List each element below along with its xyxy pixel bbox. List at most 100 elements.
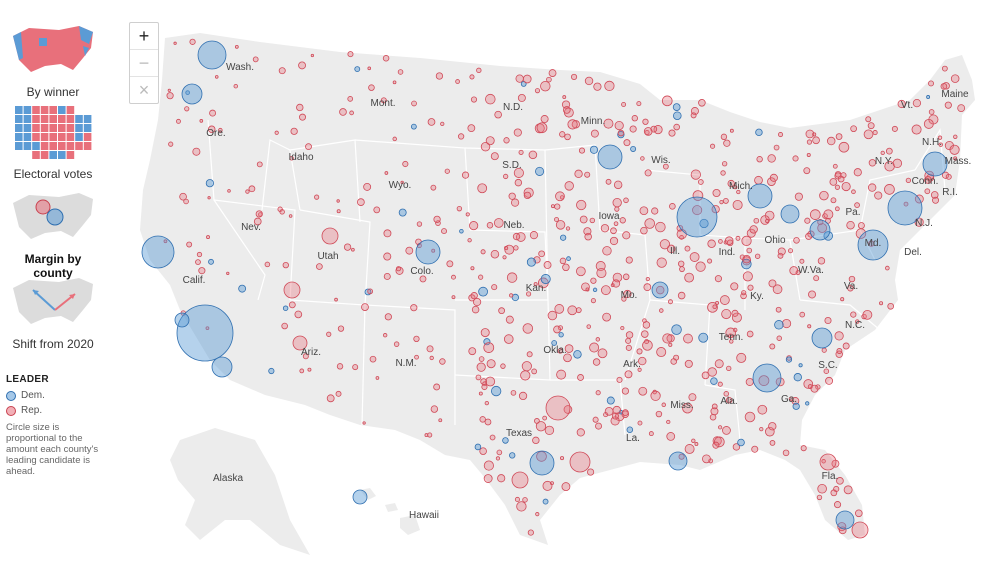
rep-county-bubble [517,94,526,102]
rep-county-bubble [879,301,884,306]
rep-county-bubble [678,453,685,460]
rep-county-bubble [736,352,747,363]
zoom-in-button[interactable]: + [130,23,158,50]
rep-county-bubble [765,219,770,224]
state-label: Hawaii [409,510,439,521]
rep-county-bubble [199,119,204,123]
rep-county-bubble [639,206,649,216]
state-label: Mo. [621,290,638,301]
state-label: N.C. [845,320,865,331]
rep-county-bubble [253,217,262,226]
rep-county-bubble [195,259,201,266]
rep-county-bubble [382,55,390,62]
state-label: Wash. [226,62,254,73]
reset-zoom-button[interactable]: × [138,80,150,100]
rep-county-bubble [384,171,389,175]
rep-county-bubble [667,299,673,305]
rep-county-bubble [760,215,770,225]
alaska-shape [170,428,310,555]
rep-county-bubble [683,333,693,344]
rep-county-bubble [773,144,780,151]
state-label: Calif. [183,275,206,286]
rep-county-bubble [788,248,793,254]
rep-county-bubble [542,480,553,491]
rep-county-bubble [666,432,676,441]
rep-county-bubble [166,92,174,100]
rep-county-bubble [546,76,552,83]
rep-county-bubble [367,66,372,71]
rep-county-bubble [581,282,590,292]
rep-county-bubble [697,179,704,185]
state-label: La. [626,433,640,444]
state-label: Md. [865,238,882,249]
rep-county-bubble [625,337,632,344]
state-label: Ariz. [301,347,321,358]
rep-county-bubble [576,266,586,277]
dem-county-bubble [542,498,549,505]
rep-county-bubble [644,169,652,177]
rep-county-bubble [278,67,286,75]
rep-county-bubble [600,224,610,233]
rep-county-bubble [884,160,895,172]
rep-county-bubble [727,333,733,339]
rep-county-bubble [641,330,649,338]
rep-county-bubble [536,122,548,134]
dem-county-bubble [410,123,417,130]
rep-county-bubble [343,243,352,251]
rep-county-bubble [709,143,716,149]
rep-county-bubble [596,267,607,279]
rep-county-bubble [746,330,754,338]
rep-county-bubble [476,362,486,372]
rep-county-bubble [903,201,909,207]
rep-county-bubble [585,287,590,292]
rep-county-bubble [862,309,873,320]
zoom-out-button[interactable]: − [130,50,158,77]
view-electoral-votes[interactable]: Electoral votes [6,100,100,181]
rep-county-bubble [589,217,596,224]
rep-county-bubble [554,304,565,314]
rep-county-bubble [624,370,633,379]
rep-county-bubble [369,355,377,363]
rep-county-bubble [824,316,832,325]
rep-county-bubble [535,421,547,432]
rep-county-bubble [455,79,460,84]
rep-county-bubble [336,363,344,370]
legend-dem-row: Dem. [6,390,101,401]
rep-county-bubble [830,197,837,204]
rep-county-bubble [559,195,565,200]
rep-county-bubble [274,130,279,135]
dem-county-bubble [483,338,491,346]
rep-county-bubble [335,390,342,397]
rep-county-bubble [769,440,776,446]
rep-county-bubble [666,419,671,425]
rep-county-bubble [803,379,814,389]
dem-county-bubble [835,510,855,530]
view-by-winner[interactable]: By winner [6,18,100,99]
rep-county-bubble [363,182,372,191]
rep-county-bubble [788,396,794,402]
rep-county-bubble [513,167,524,178]
rep-county-bubble [817,483,827,494]
view-margin-by-county[interactable]: Margin by county [6,185,100,280]
rep-county-bubble [751,445,759,453]
rep-county-bubble [431,248,436,253]
rep-county-bubble [393,341,400,347]
dem-county-bubble [747,183,773,209]
rep-county-bubble [769,173,778,182]
rep-county-bubble [642,118,649,125]
view-shift-from-2020[interactable]: Shift from 2020 [6,270,100,351]
rep-county-bubble [307,367,312,372]
rep-county-bubble [334,297,338,302]
rep-county-bubble [305,143,312,151]
rep-county-bubble [714,359,724,369]
dem-county-bubble [673,111,682,120]
rep-county-bubble [735,235,741,241]
rep-county-bubble [613,221,619,226]
rep-county-bubble [868,240,875,247]
rep-county-bubble [400,180,404,185]
rep-county-bubble [336,209,341,214]
rep-county-bubble [586,324,591,329]
rep-county-bubble [521,361,532,372]
rep-county-bubble [496,449,503,456]
